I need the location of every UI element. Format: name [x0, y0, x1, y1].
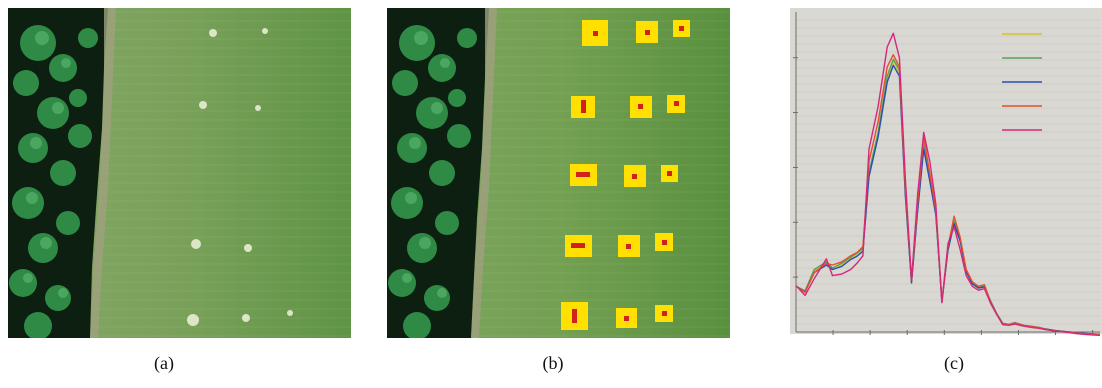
detection-center	[645, 30, 650, 35]
detection-center	[679, 26, 684, 31]
detection-center	[593, 31, 598, 36]
dirt-road	[90, 8, 116, 338]
series-line	[795, 32, 1101, 337]
detection-center	[626, 244, 631, 249]
detection-center	[576, 172, 590, 177]
spectral-chart-svg	[788, 2, 1102, 348]
chart-series	[795, 32, 1101, 337]
tree-canopy	[388, 25, 477, 338]
detection-center	[624, 316, 629, 321]
tree-highlights	[402, 31, 450, 298]
aerial-image-a	[8, 8, 351, 338]
detection-center	[674, 101, 679, 106]
detection-center	[667, 171, 672, 176]
caption-a: (a)	[154, 353, 174, 373]
chart-axes	[793, 2, 1100, 335]
chart-grid	[796, 19, 1100, 333]
detection-center	[571, 243, 585, 248]
plot-area	[790, 8, 1102, 334]
target-dots	[187, 28, 293, 326]
tree-highlights	[23, 31, 71, 298]
detection-center	[632, 174, 637, 179]
detection-center	[572, 309, 577, 323]
dirt-road	[471, 8, 497, 338]
detection-center	[662, 240, 667, 245]
aerial-image-a-graphic	[8, 8, 351, 338]
detection-center	[638, 104, 643, 109]
aerial-image-b-graphic	[387, 8, 730, 338]
aerial-image-b	[387, 8, 730, 338]
detection-markers	[561, 20, 690, 330]
detection-center	[581, 100, 586, 113]
spectral-chart	[788, 2, 1102, 348]
detection-center	[662, 311, 667, 316]
chart-legend	[1002, 33, 1042, 131]
caption-c: (c)	[944, 353, 964, 373]
caption-b: (b)	[542, 353, 564, 373]
